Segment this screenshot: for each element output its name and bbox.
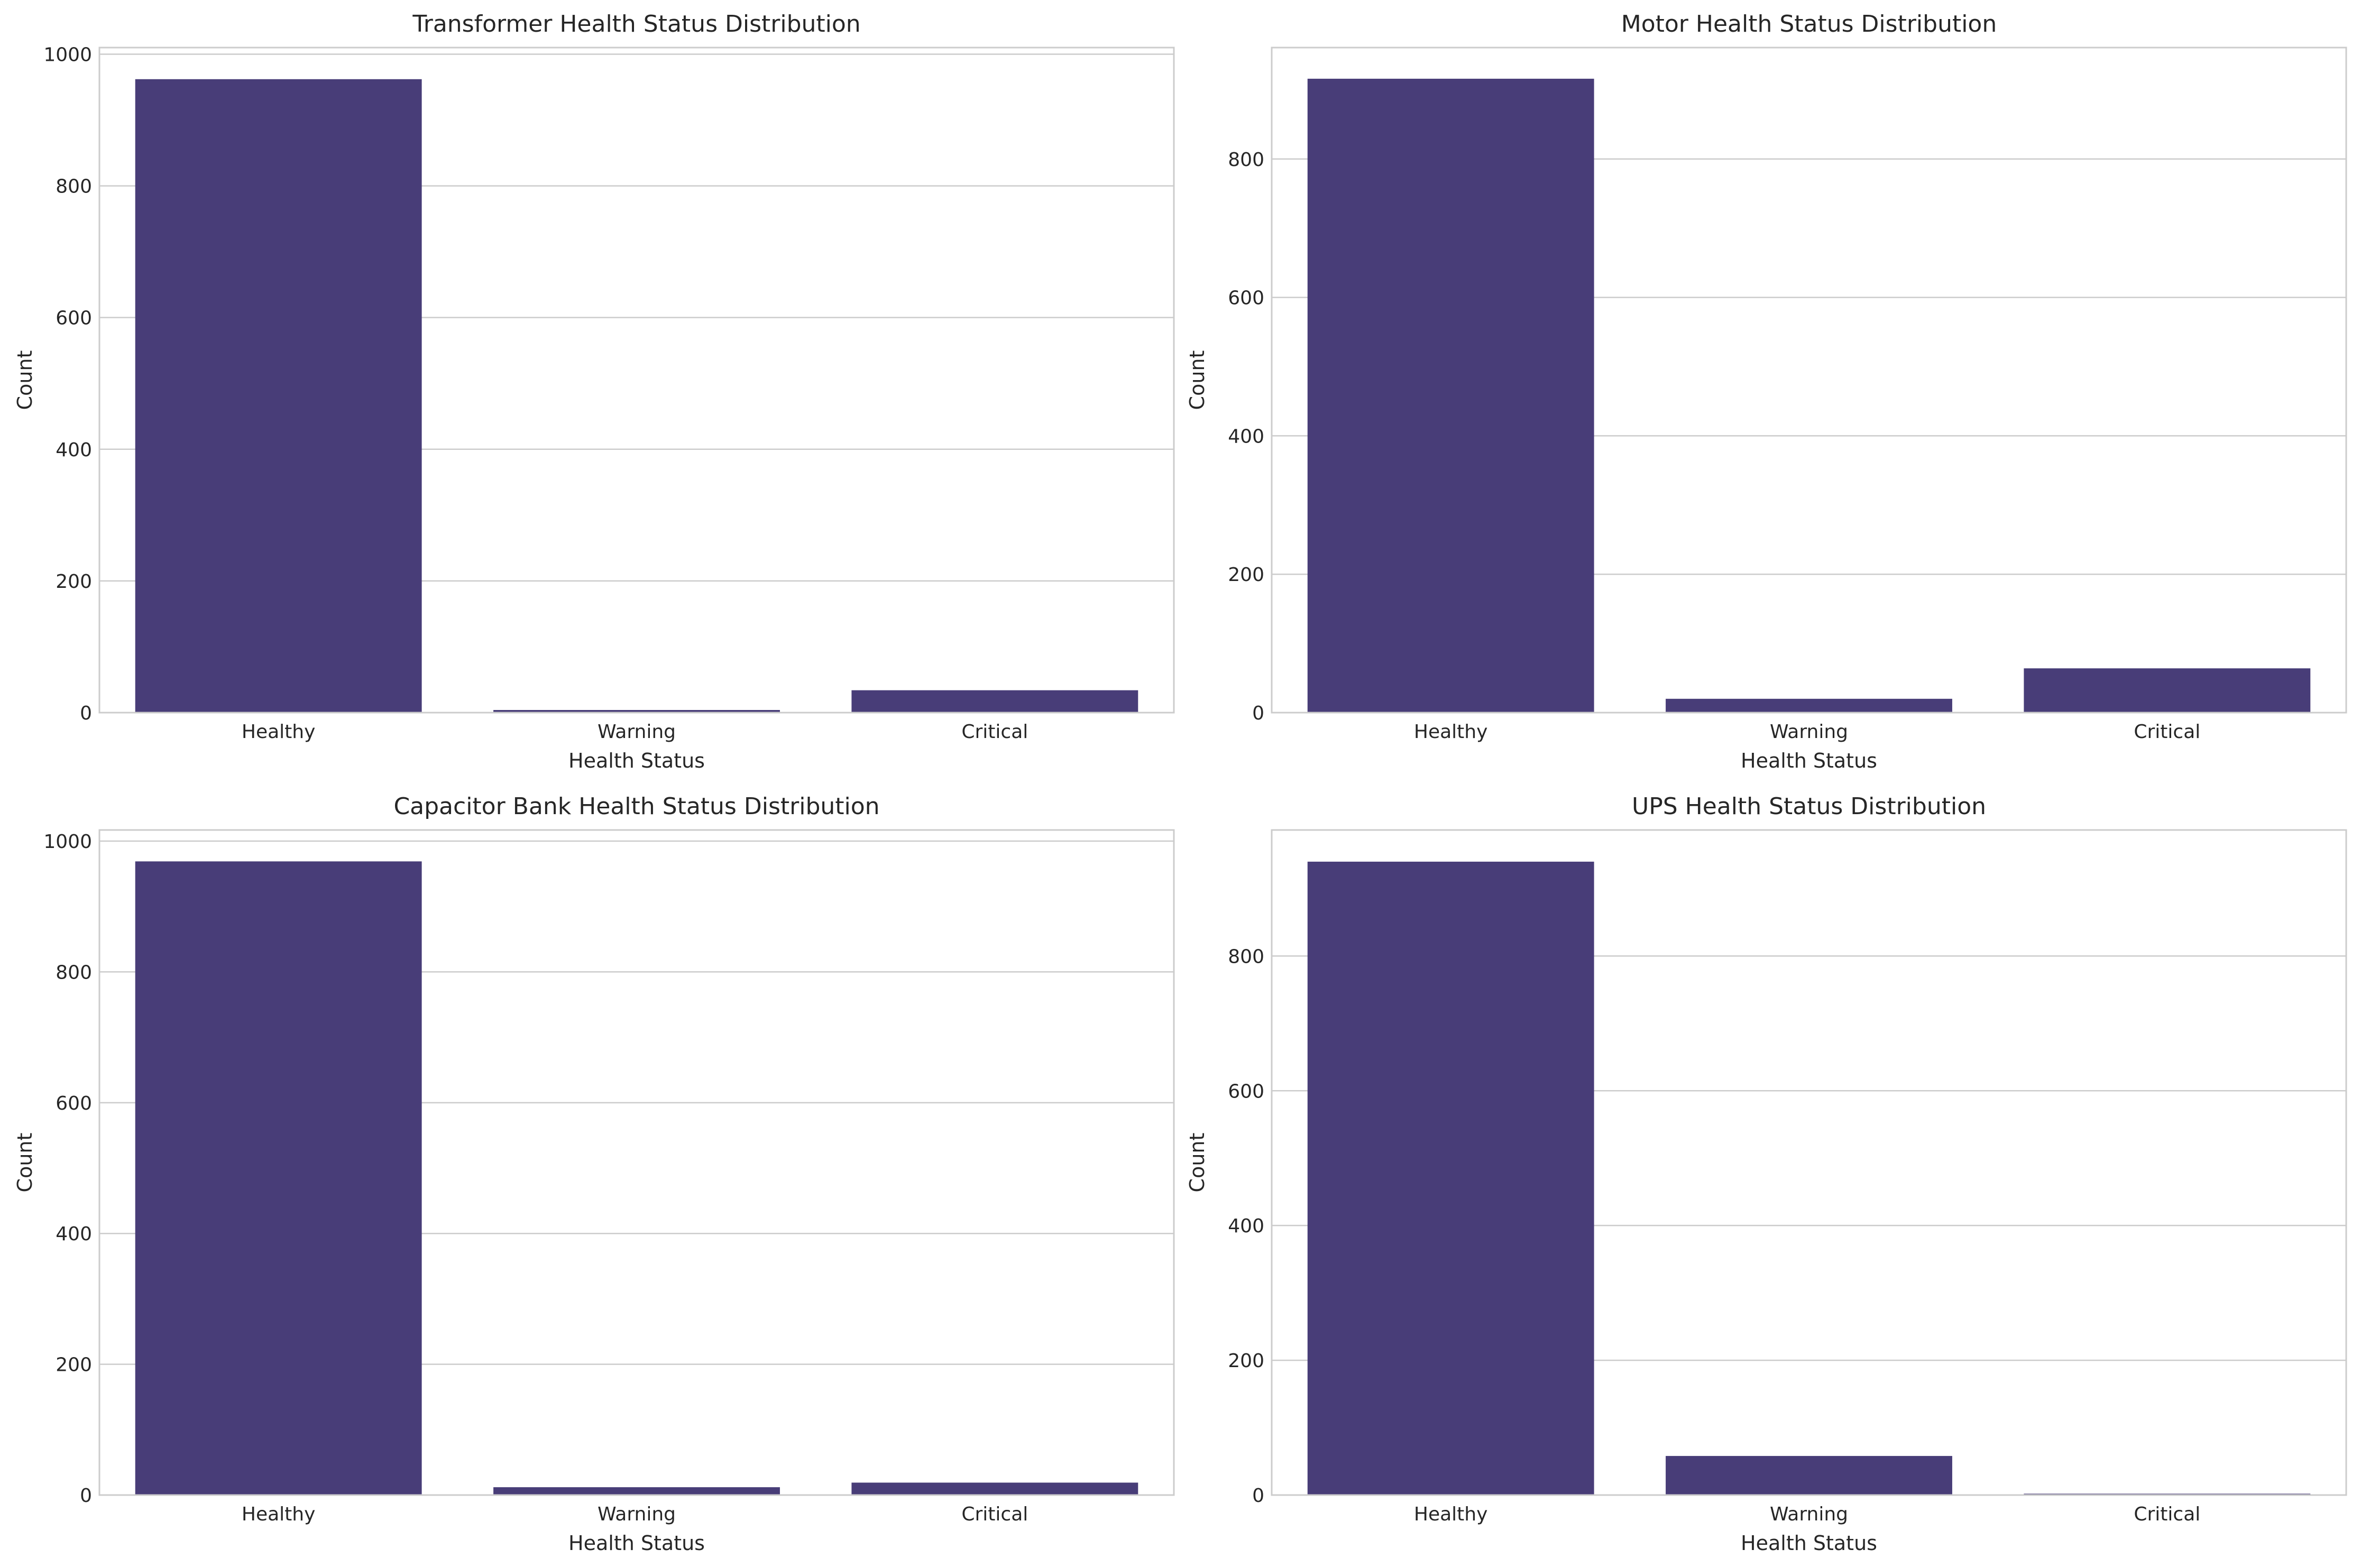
y-tick-label: 600 <box>56 308 92 329</box>
y-tick-label: 0 <box>1252 703 1264 724</box>
y-tick-label: 400 <box>56 439 92 461</box>
plot-frame <box>98 829 1175 1496</box>
x-tick-label: Healthy <box>1414 721 1488 743</box>
x-tick-label: Healthy <box>242 1504 316 1525</box>
y-tick-label: 0 <box>80 703 92 724</box>
bar-warning <box>493 1487 780 1495</box>
y-tick-label: 200 <box>1228 1350 1264 1372</box>
chart-title: Motor Health Status Distribution <box>1621 11 1997 38</box>
y-tick-label: 1000 <box>43 831 92 853</box>
subplot-3: 0 200 400 600 800 Healthy Warning Critical UPS H… <box>1186 793 2347 1555</box>
x-axis-label: Health Status <box>1741 749 1877 772</box>
y-tick-label: 0 <box>1252 1485 1264 1507</box>
subplot-1: 0 200 400 600 800 Healthy Warning Critical Motor… <box>1186 11 2347 772</box>
y-tick-label: 800 <box>1228 946 1264 967</box>
y-tick-label: 200 <box>1228 564 1264 586</box>
chart-title: Transformer Health Status Distribution <box>412 11 860 38</box>
bar-healthy <box>135 861 422 1495</box>
bar-warning <box>493 710 780 713</box>
x-tick-label: Critical <box>961 1504 1028 1525</box>
y-axis-label: Count <box>1186 351 1209 410</box>
plot-frame <box>1271 47 2347 714</box>
y-tick-label: 600 <box>56 1093 92 1114</box>
y-tick-label: 800 <box>56 176 92 198</box>
y-tick-label: 400 <box>56 1223 92 1245</box>
x-axis-label: Health Status <box>568 1532 705 1555</box>
y-tick-label: 400 <box>1228 426 1264 447</box>
bar-healthy <box>1307 861 1594 1495</box>
y-tick-label: 200 <box>56 1354 92 1376</box>
bar-warning <box>1666 698 1952 713</box>
x-tick-label: Warning <box>1770 721 1848 743</box>
bar-warning <box>1666 1456 1952 1495</box>
x-axis-label: Health Status <box>1741 1532 1877 1555</box>
x-tick-label: Warning <box>598 1504 676 1525</box>
subplot-2: 0 200 400 600 800 1000 Healthy Warning Critical C… <box>13 793 1175 1555</box>
y-tick-label: 200 <box>56 571 92 593</box>
y-axis-label: Count <box>1186 1133 1209 1193</box>
y-axis-label: Count <box>13 351 36 410</box>
y-tick-label: 800 <box>1228 149 1264 171</box>
bar-healthy <box>135 79 422 713</box>
bar-critical <box>2024 668 2311 713</box>
x-tick-label: Critical <box>2134 721 2200 743</box>
chart-title: UPS Health Status Distribution <box>1632 793 1986 820</box>
x-tick-label: Healthy <box>242 721 316 743</box>
y-tick-label: 600 <box>1228 1081 1264 1102</box>
bar-healthy <box>1307 78 1594 713</box>
y-tick-label: 600 <box>1228 288 1264 309</box>
y-axis-label: Count <box>13 1133 36 1193</box>
y-tick-label: 400 <box>1228 1215 1264 1237</box>
y-tick-label: 800 <box>56 962 92 983</box>
bar-critical <box>851 690 1138 713</box>
x-tick-label: Warning <box>1770 1504 1848 1525</box>
plot-frame <box>1271 829 2347 1496</box>
x-axis-label: Health Status <box>568 749 705 772</box>
subplot-0: 0 200 400 600 800 1000 Healthy Warning Critical T… <box>13 11 1175 772</box>
x-tick-label: Critical <box>961 721 1028 743</box>
bar-critical <box>851 1482 1138 1495</box>
x-tick-label: Warning <box>598 721 676 743</box>
plot-frame <box>98 47 1175 714</box>
x-tick-label: Healthy <box>1414 1504 1488 1525</box>
chart-title: Capacitor Bank Health Status Distributio… <box>393 793 879 820</box>
x-tick-label: Critical <box>2134 1504 2200 1525</box>
y-tick-label: 1000 <box>43 44 92 66</box>
y-tick-label: 0 <box>80 1485 92 1507</box>
